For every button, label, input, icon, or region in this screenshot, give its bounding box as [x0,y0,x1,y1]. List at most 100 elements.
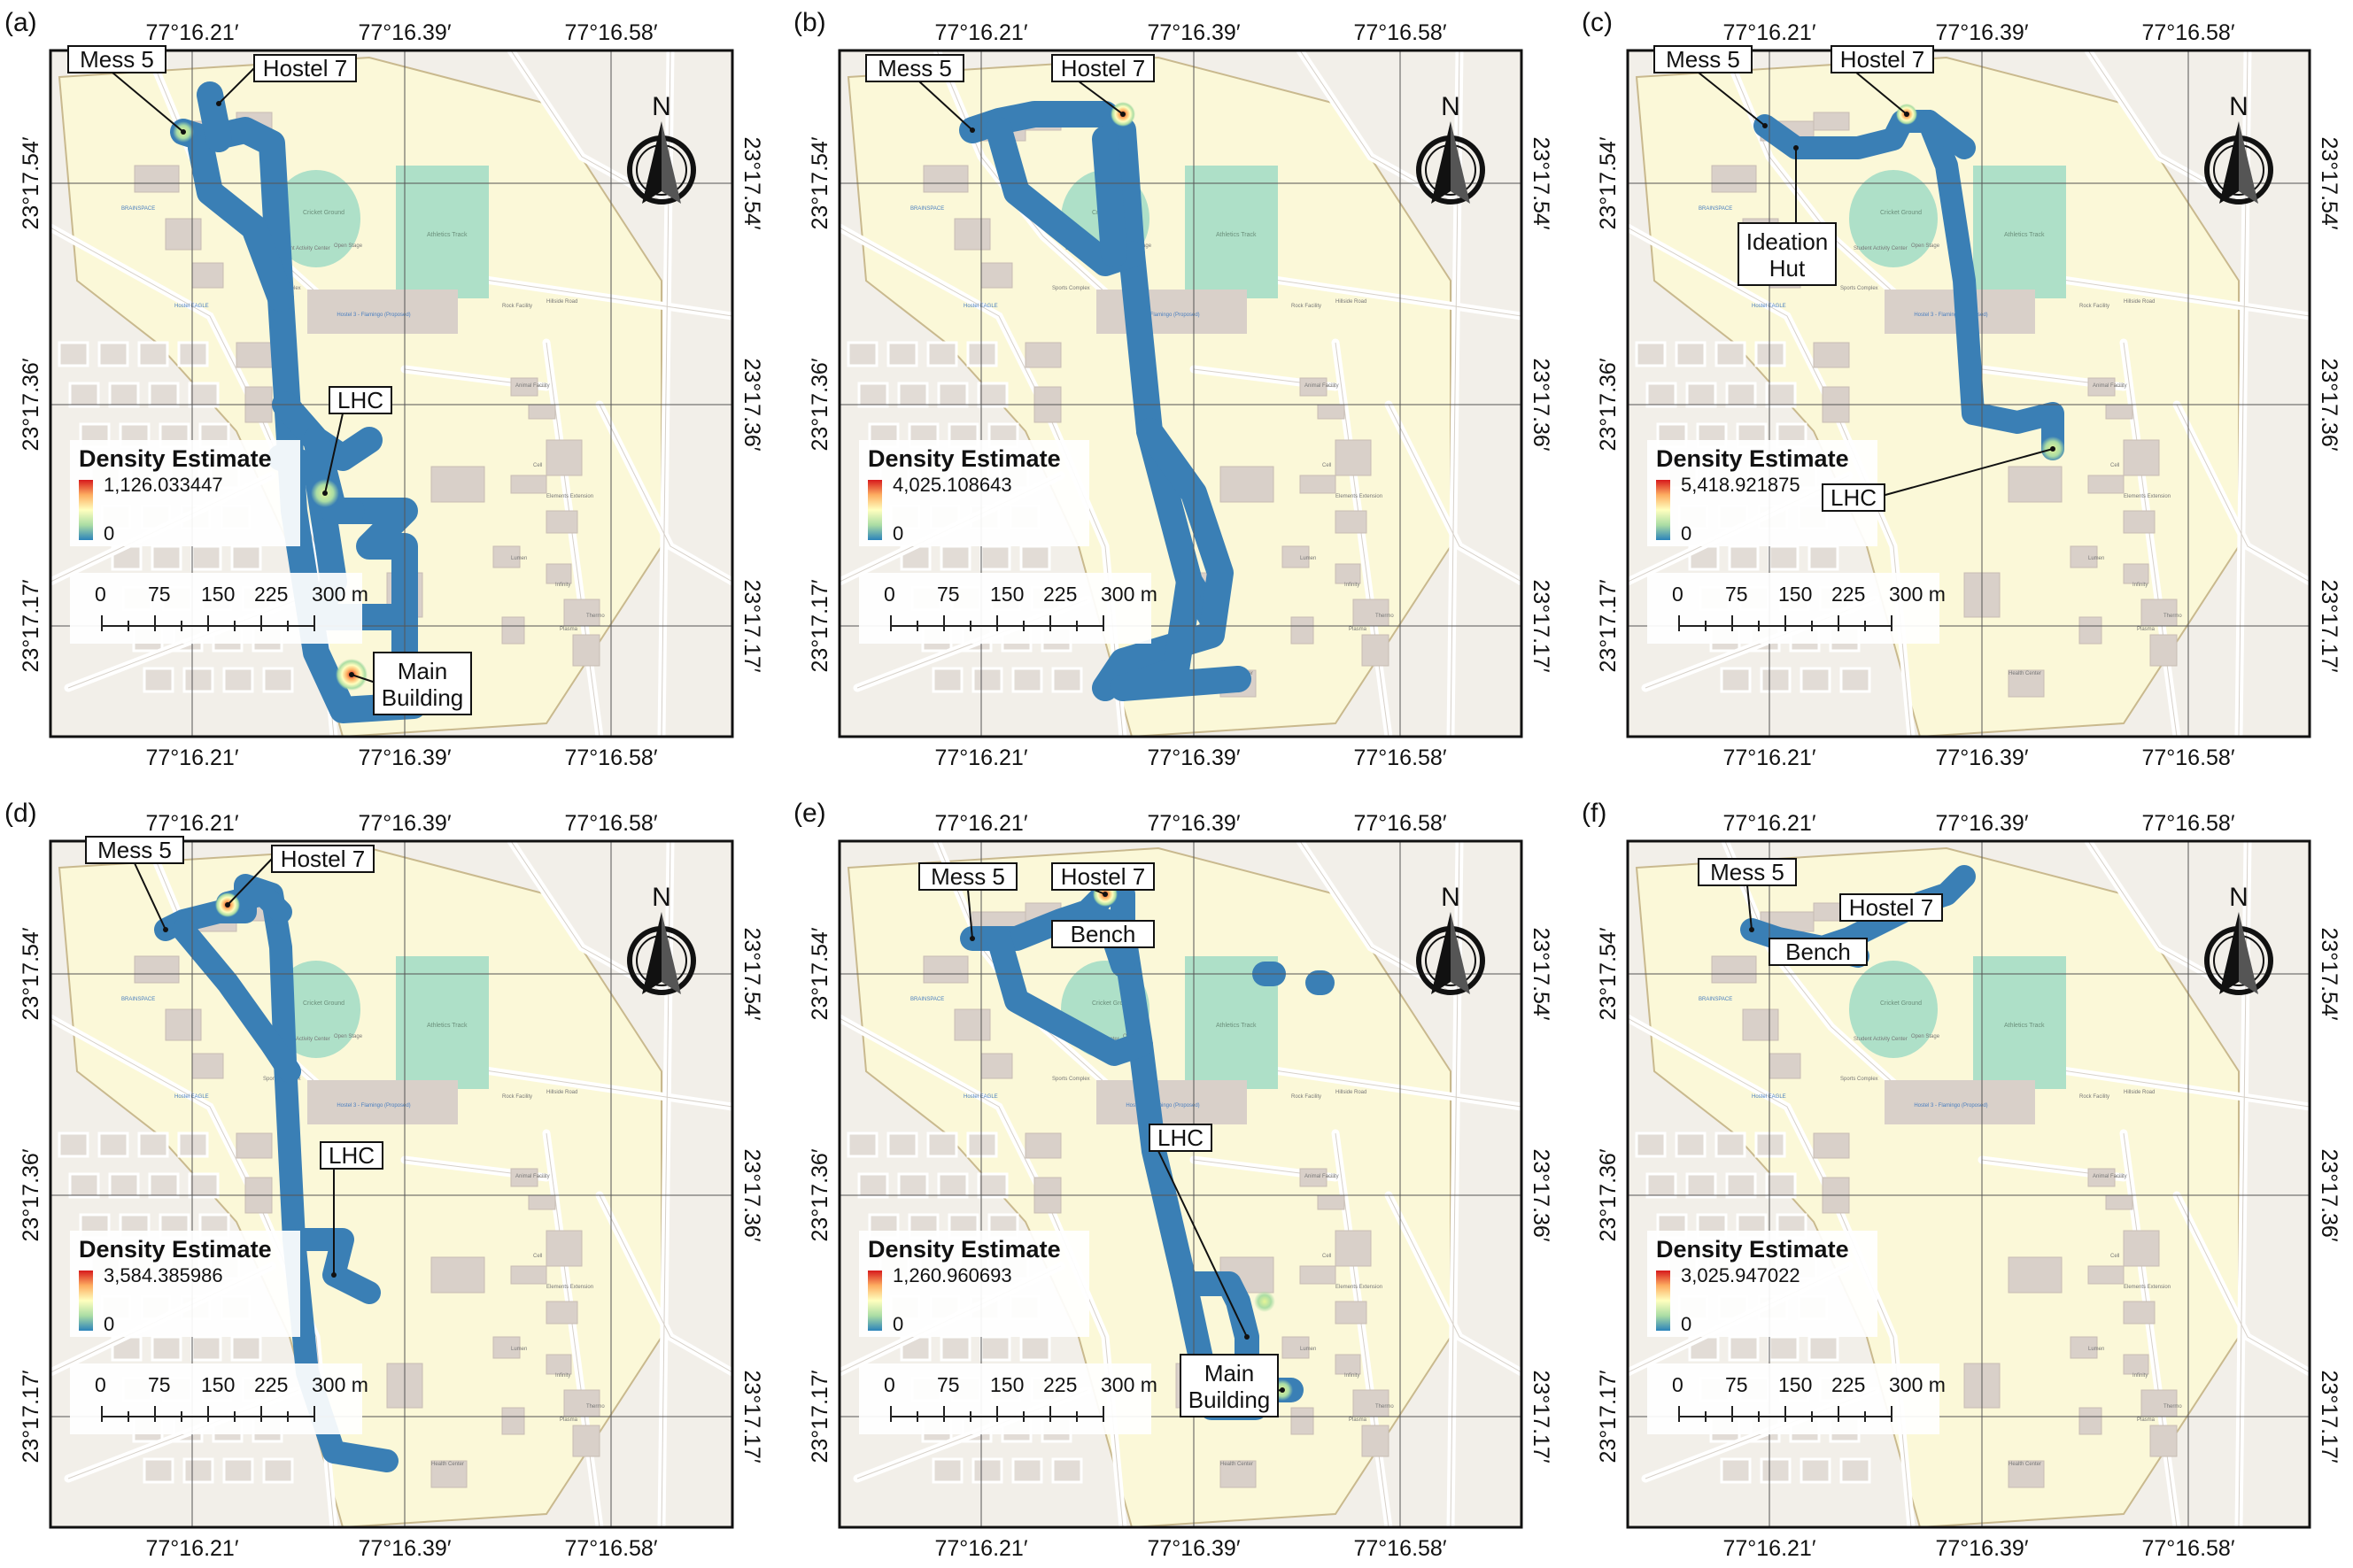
lon-tick-bottom: 77°16.39′ [358,1536,451,1561]
map-label: BRAINSPACE [1699,206,1732,212]
lon-tick-bottom: 77°16.21′ [934,745,1027,770]
map-label: Thermo [586,1404,605,1410]
map-frame [838,839,1523,1529]
campus-building [563,599,600,627]
campus-building [165,1008,202,1041]
annotation-label: Mess 5 [1666,46,1740,73]
map-label: Hostel EAGLE [174,304,209,309]
trajectory-segment [287,1228,381,1304]
legend-background [859,1231,1089,1337]
campus-building [1361,1425,1389,1457]
legend-title: Density Estimate [868,445,1061,472]
campus-building [2087,1265,2125,1285]
cricket-ground [1849,170,1938,267]
trajectory-segment [188,135,294,312]
map-label: Plasma [560,1417,578,1423]
lat-tick-left: 23°17.54′ [19,927,43,1020]
map-label: Rock Facility [1291,304,1321,309]
campus-building [1290,616,1314,645]
legend-color-ramp [1656,480,1670,540]
map-label: Student Activity Center [1854,246,1908,251]
scale-background [70,573,362,644]
map-label: Hostel 3 - Flamingo (Proposed) [1126,313,1199,318]
annotation-box [865,54,964,82]
annotation-leader [218,67,255,104]
map-label: Hostel 3 - Flamingo (Proposed) [1914,313,1987,318]
lon-tick-top: 77°16.58′ [564,811,657,836]
annotation-box [253,54,357,82]
map-label: Health Center [431,1462,464,1467]
annotation-box [85,836,184,864]
lon-tick-bottom: 77°16.58′ [564,1536,657,1561]
map-label: Animal Facility [2093,383,2127,389]
campus-building [546,439,583,476]
lat-tick-left: 23°17.17′ [19,1370,43,1463]
map-label: Infinity [1344,583,1359,588]
annotation-leader [1698,72,1766,127]
lon-tick-top: 77°16.39′ [358,20,451,45]
lon-tick-top: 77°16.21′ [934,811,1027,836]
legend-color-ramp [79,480,93,540]
legend-background [70,440,300,546]
athletics-track [1973,956,2066,1089]
campus-building [1769,1053,1801,1079]
map-label: Plasma [2137,1417,2156,1423]
map-label: Hostel EAGLE [174,1094,209,1100]
map-label: Elements Extension [1335,494,1382,499]
scale-label: 225 [254,1373,288,1396]
map-label: Athletics Track [427,232,468,238]
campus-building [2123,1354,2149,1375]
campus-building [2008,1460,2045,1488]
annotation-box [1051,920,1155,948]
campus-building [1290,1407,1314,1435]
map-label: Elements Extension [2124,1285,2171,1290]
map-label: Lumen [1300,1347,1316,1352]
scale-label: 150 [1778,1373,1812,1396]
campus-building [1281,1336,1310,1359]
map-label: Cell [2110,1254,2119,1259]
annotation-label: Hostel 7 [263,55,347,81]
map-label: Thermo [2163,614,2182,619]
scale-label: 300 m [1101,583,1157,606]
campus-building [1335,1230,1372,1267]
lat-tick-right: 23°17.17′ [739,1370,764,1463]
lat-tick-right: 23°17.36′ [1529,1148,1553,1241]
scale-label: 0 [95,583,106,606]
campus-building [236,342,273,368]
scale-bar: 0 75 150 225 300 m [1647,573,1946,644]
scale-bar: 0 75 150 225 300 m [70,573,368,644]
scale-label: 300 m [1101,1373,1157,1396]
campus-building [1711,165,1757,193]
campus-building [492,545,521,568]
campus-building [492,1336,521,1359]
campus-building [2070,1336,2098,1359]
campus-building [2087,1168,2116,1187]
map-label: Open Stage [1911,243,1940,249]
campus-building [501,1407,525,1435]
scale-bar: 0 75 150 225 300 m [70,1363,368,1434]
campus-building [546,1301,578,1325]
map-label: Cell [533,1254,542,1259]
campus-building [2140,1389,2178,1417]
campus-building [1352,1389,1389,1417]
scale-label: 0 [95,1373,106,1396]
map-label: Cell [1322,1254,1331,1259]
map-panel: (f) Cricket Ground Athletics Track Hostel 3… [1582,799,2341,1561]
map-label: Elements Extension [1335,1285,1382,1290]
campus-building [191,262,224,289]
lat-tick-left: 23°17.17′ [808,1370,832,1463]
campus-building [923,165,969,193]
lon-tick-top: 77°16.58′ [2141,811,2234,836]
lat-tick-right: 23°17.36′ [2317,358,2341,451]
campus-building [134,955,180,984]
lon-tick-top: 77°16.39′ [1147,811,1240,836]
place-annotations: Mess 5 Hostel 7 LHC [85,836,383,1278]
map-label: Rock Facility [1291,1094,1321,1100]
legend-min-value: 0 [893,1313,903,1335]
legend-min-value: 0 [104,522,114,545]
annotation-box [373,652,472,715]
map-label: Infinity [2132,1373,2148,1379]
map-label: Sports Complex [1840,1077,1878,1082]
lat-tick-left: 23°17.17′ [1596,1370,1621,1463]
